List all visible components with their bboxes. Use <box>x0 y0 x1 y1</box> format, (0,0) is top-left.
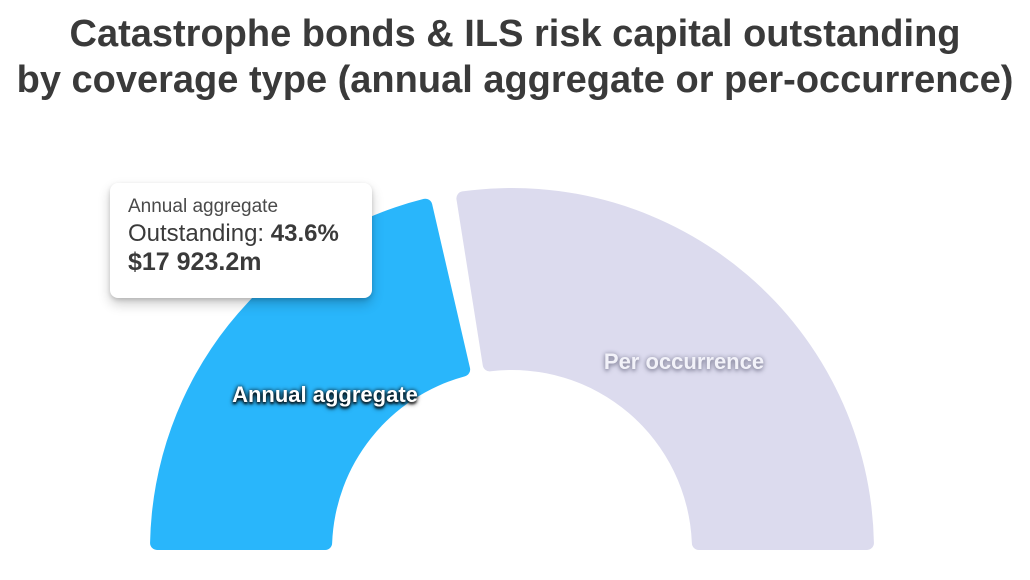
svg-text:Per occurrence: Per occurrence <box>604 349 764 374</box>
svg-text:Annual aggregate: Annual aggregate <box>232 382 418 407</box>
